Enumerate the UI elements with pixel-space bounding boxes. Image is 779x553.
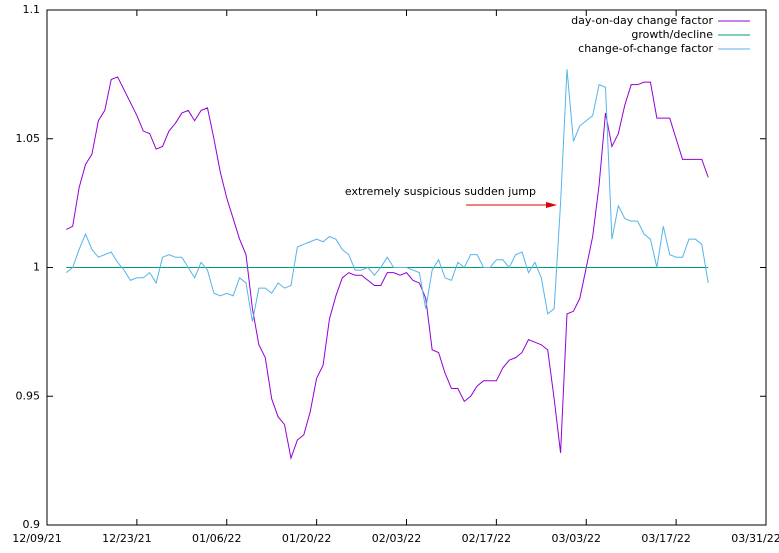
- x-tick-label: 03/17/22: [641, 532, 690, 545]
- x-tick-label: 12/23/21: [102, 532, 151, 545]
- x-tick-label: 12/09/21: [12, 532, 61, 545]
- annotation-arrowhead: [546, 202, 557, 208]
- x-tick-label: 01/06/22: [192, 532, 241, 545]
- y-tick-label: 1: [33, 261, 40, 274]
- legend-label: day-on-day change factor: [571, 14, 713, 27]
- legend-label: change-of-change factor: [578, 42, 713, 55]
- x-tick-label: 03/03/22: [552, 532, 601, 545]
- x-tick-label: 01/20/22: [282, 532, 331, 545]
- y-tick-label: 1.1: [23, 3, 41, 16]
- x-tick-label: 02/17/22: [462, 532, 511, 545]
- series-line: [66, 76, 709, 460]
- x-tick-label: 03/31/22: [731, 532, 779, 545]
- y-tick-label: 0.95: [16, 389, 41, 402]
- y-tick-label: 0.9: [23, 518, 41, 531]
- y-tick-label: 1.05: [16, 132, 41, 145]
- legend-label: growth/decline: [631, 28, 713, 41]
- series-line: [65, 69, 709, 322]
- annotation: extremely suspicious sudden jump: [345, 185, 536, 198]
- x-tick-label: 02/03/22: [372, 532, 421, 545]
